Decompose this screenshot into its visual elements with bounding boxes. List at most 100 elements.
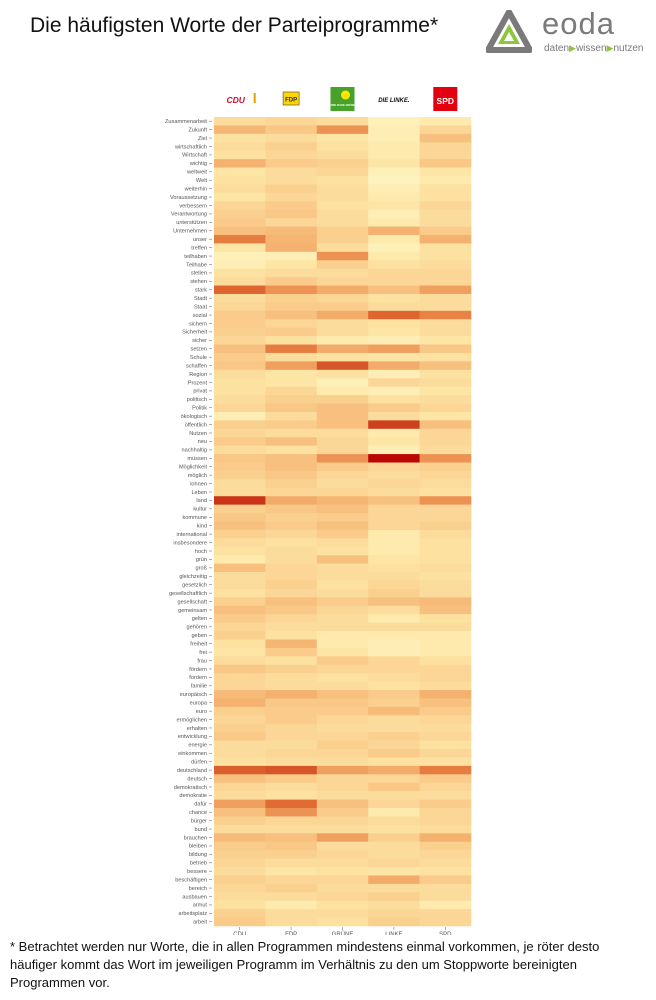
heatmap-cell [316, 529, 369, 539]
heatmap-cell [214, 142, 266, 152]
heatmap-cell [265, 631, 318, 640]
heatmap-cell [265, 706, 318, 716]
heatmap-cell [316, 799, 369, 809]
heatmap-cell [214, 681, 266, 691]
y-tick-label: chance [189, 810, 207, 816]
heatmap-cell [419, 867, 472, 876]
heatmap-cell [214, 201, 266, 210]
y-tick-label: bereich [189, 886, 207, 892]
heatmap-cell [265, 588, 318, 598]
heatmap-cell [316, 428, 369, 438]
heatmap-cell [419, 765, 472, 775]
heatmap-cell [368, 420, 420, 430]
heatmap-cell [368, 209, 420, 219]
heatmap-cell [368, 706, 420, 716]
tagline-3: nutzen [613, 43, 644, 54]
heatmap-cell [316, 411, 369, 421]
heatmap-cell [214, 765, 266, 775]
heatmap-cell [316, 361, 369, 371]
heatmap-cell [316, 437, 369, 446]
heatmap-cell [265, 504, 318, 514]
heatmap-cell [214, 572, 266, 581]
heatmap-cell [265, 310, 318, 320]
fdp-logo-text: FDP [285, 98, 297, 104]
heatmap-cell [214, 319, 266, 328]
heatmap-cell [265, 437, 318, 446]
heatmap-cell [368, 479, 420, 489]
y-tick-label: freiheit [190, 641, 207, 647]
heatmap-cell [419, 723, 472, 733]
heatmap-cell [368, 858, 420, 868]
heatmap-cell [419, 361, 472, 371]
heatmap-cell [316, 479, 369, 489]
y-tick-label: gelten [192, 616, 207, 622]
heatmap-cell [214, 555, 266, 564]
heatmap-cell [265, 765, 318, 775]
heatmap-cell [265, 723, 318, 733]
fdp-logo: FDP [282, 91, 300, 106]
heatmap-cell [419, 850, 472, 859]
heatmap-cell [419, 496, 472, 505]
heatmap-cell [419, 614, 472, 623]
heatmap-cell [368, 352, 420, 362]
heatmap-cell [214, 563, 266, 573]
heatmap-cell [419, 917, 472, 927]
heatmap-cell [316, 243, 369, 253]
y-tick-label: Unternehmen [173, 229, 207, 235]
heatmap-cell [316, 150, 369, 160]
heatmap-cell [316, 892, 369, 902]
y-tick-label: euro [196, 709, 207, 715]
heatmap-cell [368, 361, 420, 371]
heatmap-cell [368, 302, 420, 312]
y-tick-label: setzen [191, 347, 207, 353]
heatmap-cell [368, 336, 420, 345]
heatmap-cell [265, 327, 318, 337]
heatmap-cell [419, 858, 472, 868]
heatmap-cell [265, 150, 318, 160]
spd-logo: SPD [433, 87, 458, 111]
footnote: * Betrachtet werden nur Worte, die in al… [10, 939, 600, 990]
heatmap-cell [265, 454, 318, 463]
heatmap-cell [368, 538, 420, 548]
heatmap-cell [316, 572, 369, 581]
heatmap-cell [316, 344, 369, 354]
heatmap-cell [214, 369, 266, 379]
heatmap-cell [316, 487, 369, 497]
heatmap-cell [265, 656, 318, 666]
heatmap-cell [368, 883, 420, 893]
heatmap-cell [316, 209, 369, 219]
heatmap-cell [265, 260, 318, 269]
heatmap-cell [316, 833, 369, 843]
heatmap-cell [368, 723, 420, 733]
heatmap-cell [316, 875, 369, 885]
heatmap-cell [419, 883, 472, 893]
heatmap-cell [316, 184, 369, 194]
heatmap-cell [419, 395, 472, 404]
y-tick-label: Nutzen [189, 431, 207, 437]
heatmap-cell [214, 352, 266, 362]
heatmap-cell [316, 454, 369, 463]
heatmap-cell [316, 445, 369, 455]
heatmap-cell [368, 808, 420, 817]
heatmap-cell [214, 664, 266, 674]
heatmap-cell [419, 159, 472, 168]
heatmap-cell [265, 428, 318, 438]
heatmap-cell [265, 749, 318, 758]
heatmap-cell [214, 656, 266, 666]
heatmap-cell [214, 285, 266, 295]
y-tick-label: arbeit [193, 920, 207, 926]
heatmap-cell [265, 361, 318, 371]
heatmap-cell [265, 117, 318, 126]
y-tick-label: Voraussetzung [170, 195, 207, 201]
heatmap-cell [368, 218, 420, 227]
heatmap-cell [214, 336, 266, 345]
heatmap-cell [419, 319, 472, 328]
heatmap-cell [265, 546, 318, 556]
y-tick-label: teilhaben [184, 254, 207, 260]
heatmap-cell [368, 732, 420, 741]
heatmap-cell [214, 167, 266, 177]
y-tick-label: hoch [195, 549, 207, 555]
heatmap-cell [265, 555, 318, 564]
heatmap-cell [214, 496, 266, 505]
heatmap-cell [265, 782, 318, 792]
